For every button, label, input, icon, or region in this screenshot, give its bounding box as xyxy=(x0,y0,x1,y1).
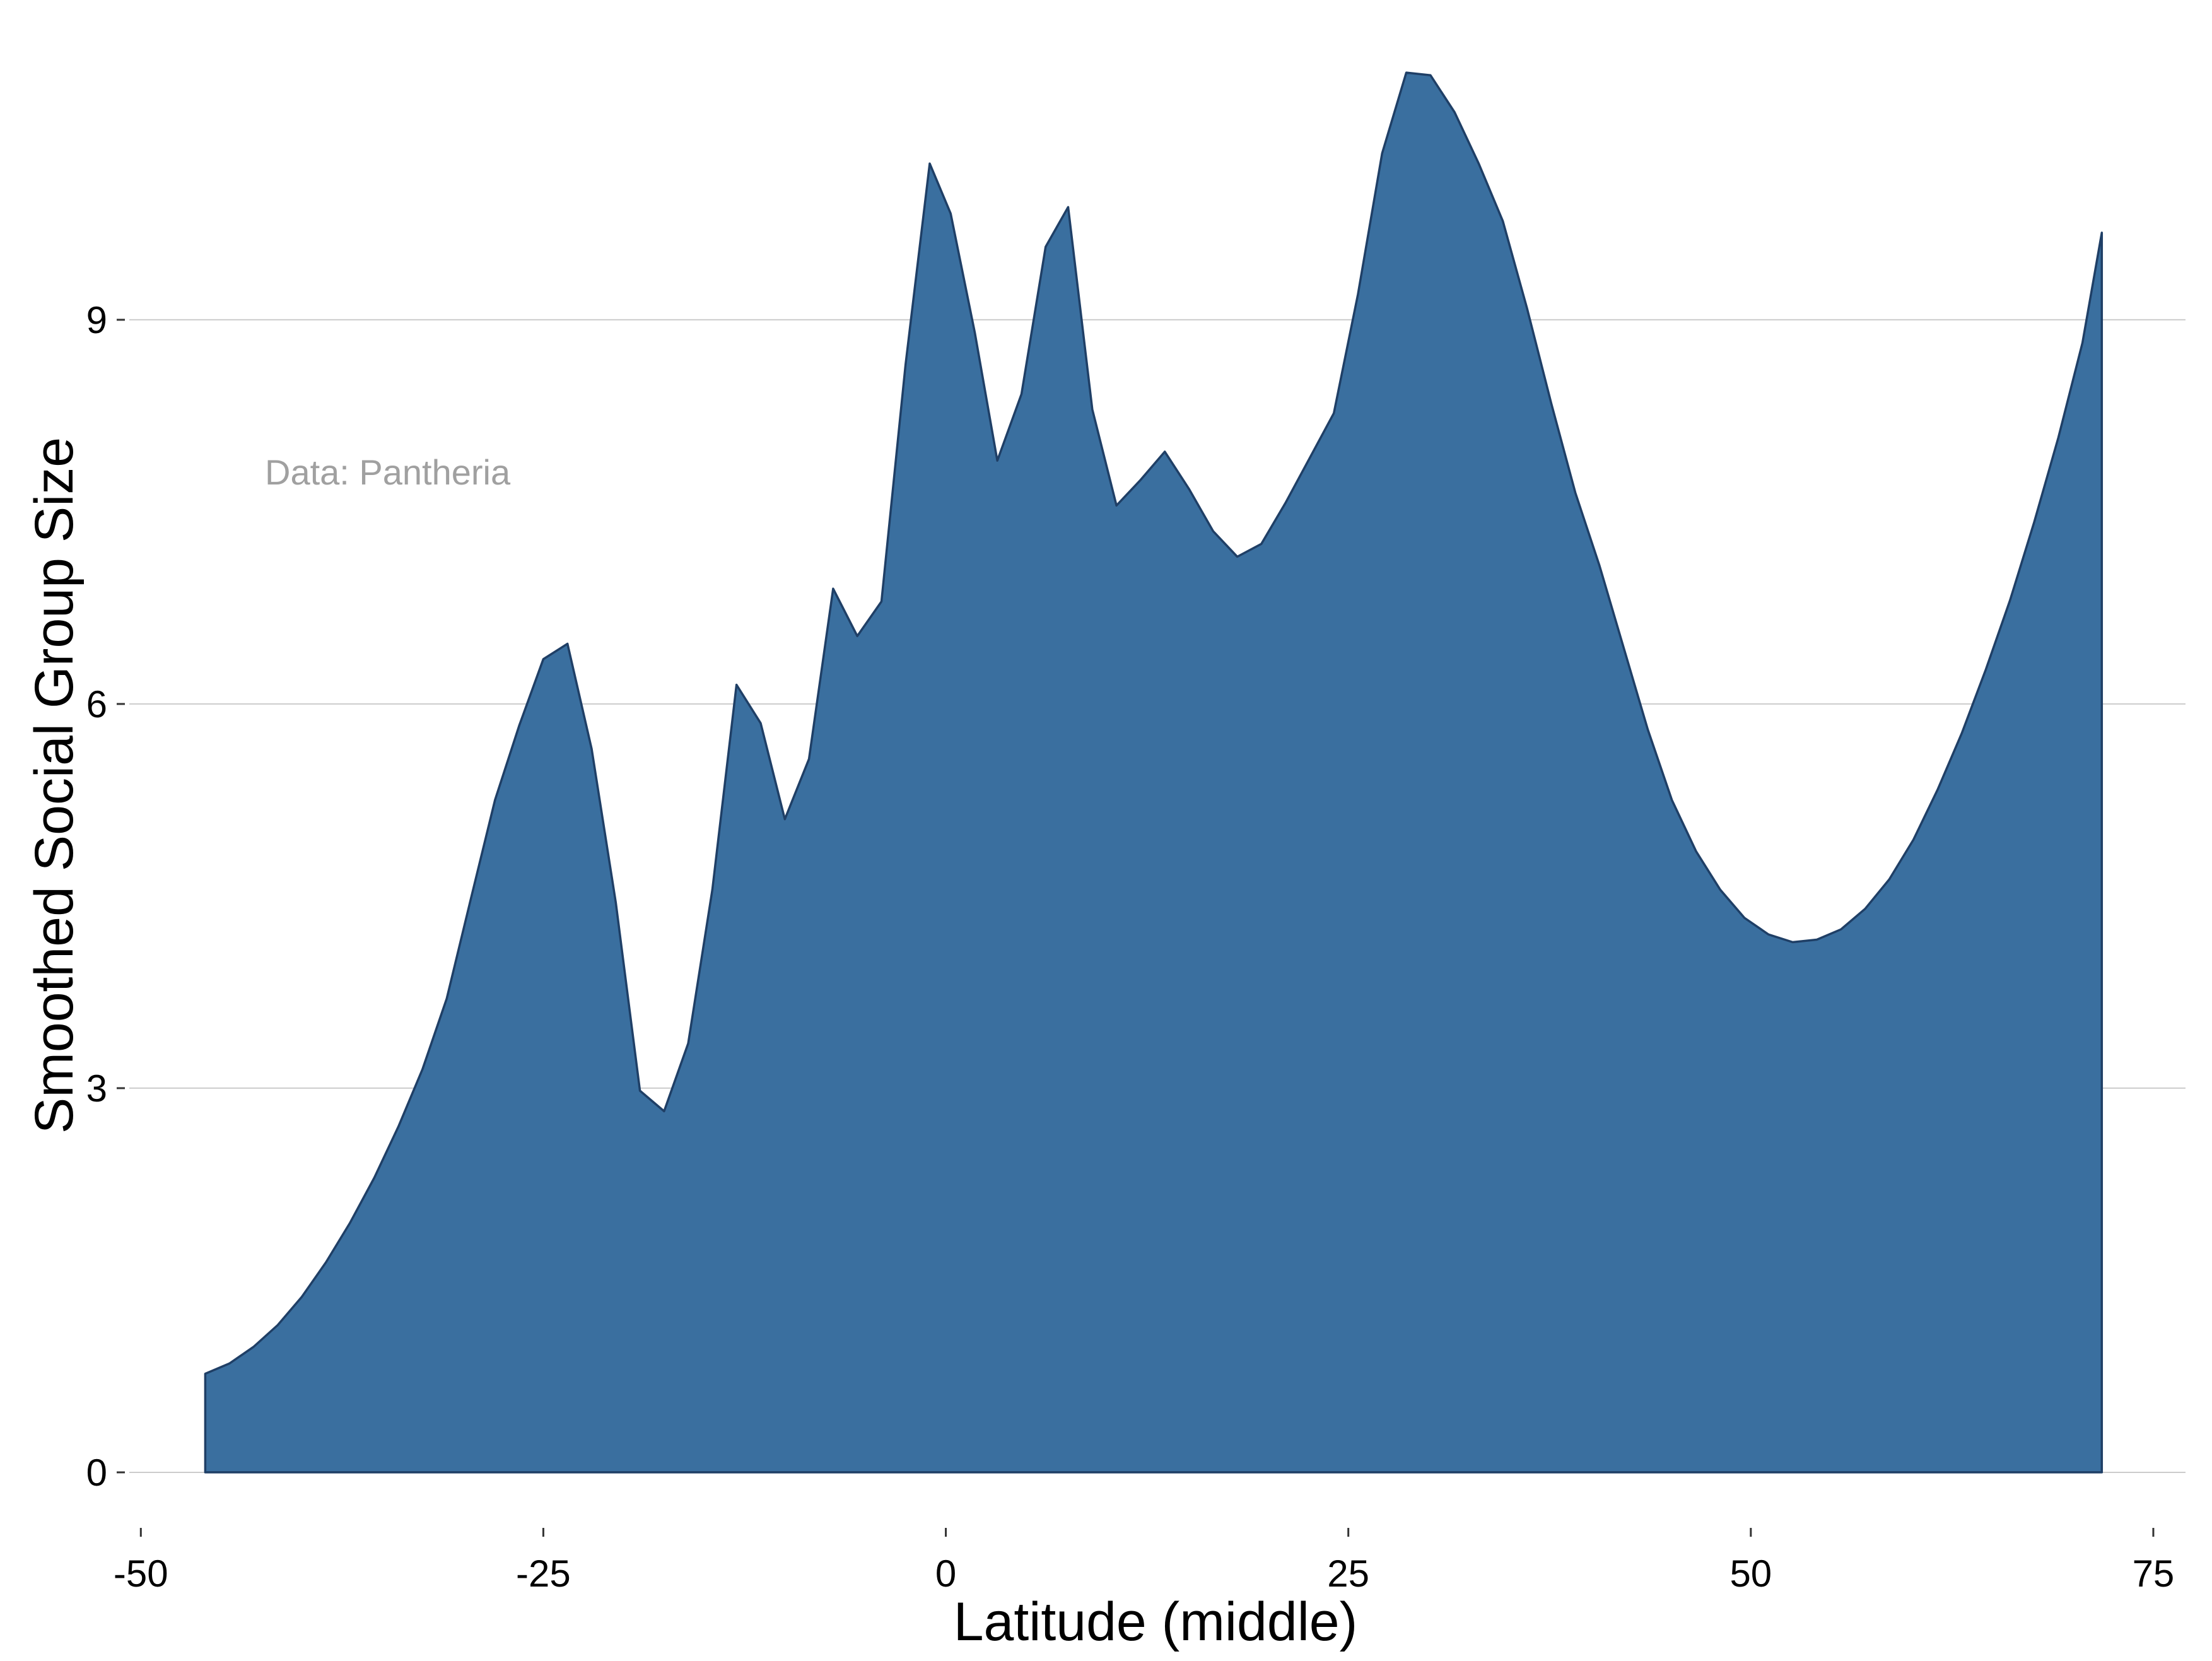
x-tick-label: -25 xyxy=(516,1552,571,1595)
data-source-annotation: Data: Pantheria xyxy=(265,452,511,492)
x-tick-label: 50 xyxy=(1729,1552,1772,1595)
x-tick-label: 75 xyxy=(2133,1552,2175,1595)
x-tick-label: 0 xyxy=(935,1552,956,1595)
y-tick-label: 0 xyxy=(86,1452,107,1494)
x-axis-title: Latitude (middle) xyxy=(954,1592,1358,1652)
area-series xyxy=(204,71,2104,1474)
y-tick-label: 6 xyxy=(86,683,107,725)
x-tick-label: 25 xyxy=(1327,1552,1369,1595)
x-axis: -50 -25 0 25 50 75 xyxy=(114,1528,2174,1595)
x-tick-label: -50 xyxy=(114,1552,168,1595)
plot-area xyxy=(204,71,2104,1474)
y-tick-label: 3 xyxy=(86,1067,107,1110)
y-tick-label: 9 xyxy=(86,299,107,341)
y-axis-title: Smoothed Social Group Size xyxy=(24,437,85,1134)
y-axis: 0 3 6 9 xyxy=(86,299,125,1494)
